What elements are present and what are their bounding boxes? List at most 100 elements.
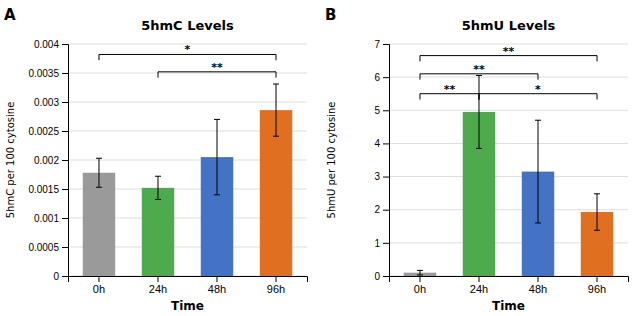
y-tick-mark bbox=[383, 243, 389, 244]
grid bbox=[68, 44, 307, 276]
y-tick: 5 bbox=[374, 105, 389, 116]
y-tick-label: 0.003 bbox=[34, 97, 59, 108]
error-bar bbox=[155, 176, 161, 199]
y-tick: 0.002 bbox=[34, 155, 68, 166]
y-axis-line bbox=[383, 45, 390, 277]
y-tick: 0.0005 bbox=[28, 242, 68, 253]
y-tick: 0.004 bbox=[34, 39, 68, 50]
grid-line bbox=[389, 77, 628, 78]
title: 5hmU Levels bbox=[462, 18, 556, 33]
error-bar bbox=[476, 75, 482, 148]
y-tick-label: 0.002 bbox=[34, 155, 59, 166]
y-tick-label: 3 bbox=[374, 171, 380, 182]
bar bbox=[83, 173, 115, 276]
grid-line bbox=[68, 73, 307, 74]
title: 5hmC Levels bbox=[141, 18, 234, 33]
y-tick-label: 5 bbox=[374, 105, 380, 116]
x-tick: 48h bbox=[208, 276, 226, 295]
x-tick-mark bbox=[419, 276, 420, 282]
y-tick-mark bbox=[383, 77, 389, 78]
x-tick: 96h bbox=[588, 276, 606, 295]
x-tick-label: 24h bbox=[149, 283, 167, 295]
grid-line bbox=[389, 110, 628, 111]
y-tick-mark bbox=[62, 218, 68, 219]
y-tick-label: 0 bbox=[374, 271, 380, 282]
grid-line bbox=[68, 102, 307, 103]
significance-label: ** bbox=[473, 63, 485, 76]
x-axis-title: Time bbox=[492, 299, 525, 313]
y-tick-mark bbox=[62, 276, 68, 277]
y-tick: 0.003 bbox=[34, 97, 68, 108]
x-tick-mark bbox=[217, 276, 218, 282]
x-tick: 96h bbox=[267, 276, 285, 295]
significance-label: * bbox=[535, 83, 541, 96]
x-tick-label: 96h bbox=[588, 283, 606, 295]
bar bbox=[142, 188, 174, 276]
error-bar bbox=[273, 84, 279, 136]
chart-root: 0 0.0005 0.001 0.0015 0.002 0.0025 0.003 0.0035… bbox=[0, 0, 642, 316]
y-tick-label: 0.0035 bbox=[28, 68, 59, 79]
y-tick: 0.001 bbox=[34, 213, 68, 224]
significance-label: * bbox=[185, 43, 191, 56]
panel: 0 0.0005 0.001 0.0015 0.002 0.0025 0.003 0.0035… bbox=[4, 6, 308, 313]
y-tick: 4 bbox=[374, 138, 389, 149]
x-axis: 0h 24h 48h 96h bbox=[69, 276, 308, 295]
x-tick-mark bbox=[478, 276, 479, 282]
error-bar bbox=[214, 119, 220, 194]
y-tick: 1 bbox=[374, 238, 389, 249]
y-axis: 0 1 2 3 4 5 6 7 bbox=[374, 39, 389, 282]
y-tick-mark bbox=[62, 189, 68, 190]
y-axis-title: 5hmU per 100 cytosine bbox=[326, 102, 337, 219]
x-tick-label: 48h bbox=[208, 283, 226, 295]
y-tick: 3 bbox=[374, 171, 389, 182]
y-tick-label: 6 bbox=[374, 72, 380, 83]
y-tick-label: 0.0025 bbox=[28, 126, 59, 137]
y-tick-mark bbox=[62, 44, 68, 45]
y-tick-mark bbox=[383, 177, 389, 178]
panel: 012345670h24h48h96h5hmU LevelsTime5hmU p… bbox=[325, 6, 629, 313]
x-tick-label: 0h bbox=[93, 283, 105, 295]
y-tick-label: 4 bbox=[374, 138, 380, 149]
y-axis-title: 5hmC per 100 cytosine bbox=[5, 102, 16, 219]
x-axis-line bbox=[390, 277, 629, 283]
y-tick: 0.0025 bbox=[28, 126, 68, 137]
y-tick-mark bbox=[62, 160, 68, 161]
error-bar bbox=[535, 120, 541, 223]
grid bbox=[389, 44, 628, 276]
x-axis: 0h24h48h96h bbox=[390, 276, 629, 295]
error-bar bbox=[96, 158, 102, 187]
x-tick-mark bbox=[157, 276, 158, 282]
y-tick: 0 bbox=[53, 271, 68, 282]
y-tick-label: 0.0015 bbox=[28, 184, 59, 195]
panel-letter: B bbox=[325, 6, 336, 24]
plot-area bbox=[83, 84, 292, 276]
x-tick-mark bbox=[538, 276, 539, 282]
plot-area bbox=[404, 75, 613, 276]
grid-line bbox=[389, 209, 628, 210]
y-tick-mark bbox=[62, 131, 68, 132]
panel-letter: A bbox=[4, 6, 16, 24]
y-tick: 0 bbox=[374, 271, 389, 282]
x-tick: 48h bbox=[529, 276, 547, 295]
y-tick-label: 2 bbox=[374, 204, 380, 215]
significance-label: ** bbox=[211, 61, 223, 74]
y-tick-label: 0.004 bbox=[34, 39, 59, 50]
x-tick: 0h bbox=[93, 276, 105, 295]
y-axis: 0 0.0005 0.001 0.0015 0.002 0.0025 0.003 0.0035… bbox=[28, 39, 68, 282]
y-tick-mark bbox=[62, 73, 68, 74]
y-tick-mark bbox=[62, 102, 68, 103]
y-tick-mark bbox=[383, 110, 389, 111]
y-tick-label: 7 bbox=[374, 39, 380, 50]
x-tick-label: 48h bbox=[529, 283, 547, 295]
y-axis-line bbox=[62, 45, 69, 277]
significance-label: ** bbox=[444, 83, 456, 96]
y-tick: 6 bbox=[374, 72, 389, 83]
error-bar bbox=[594, 194, 600, 230]
x-tick-mark bbox=[597, 276, 598, 282]
y-tick-mark bbox=[62, 247, 68, 248]
significance-label: ** bbox=[503, 45, 515, 58]
y-tick: 0.0035 bbox=[28, 68, 68, 79]
grid-line bbox=[389, 143, 628, 144]
x-axis-title: Time bbox=[171, 299, 204, 313]
x-tick-label: 96h bbox=[267, 283, 285, 295]
